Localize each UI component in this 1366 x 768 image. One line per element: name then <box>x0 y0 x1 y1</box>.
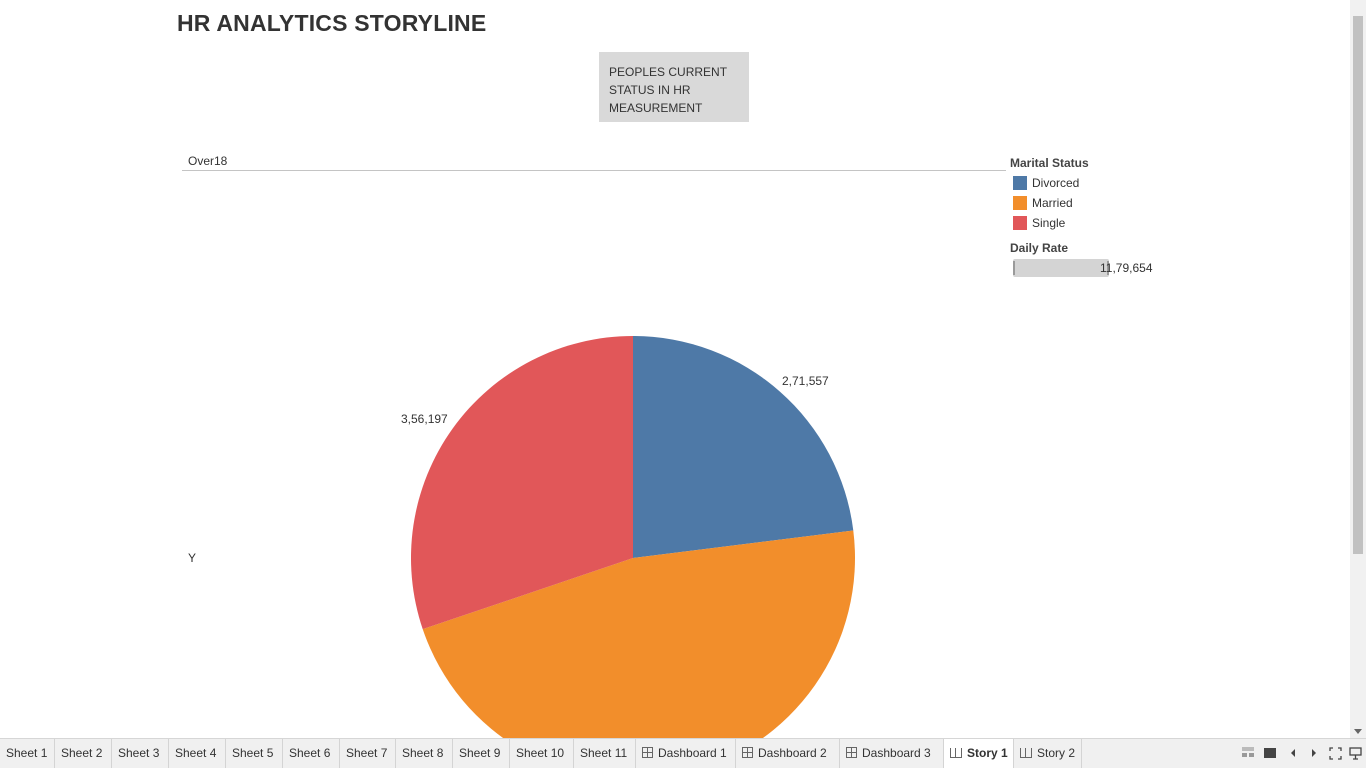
sheet-tab-bar: Sheet 1 Sheet 2 Sheet 3 Sheet 4 Sheet 5 Sheet… <box>0 738 1366 768</box>
dashboard-icon <box>742 747 753 758</box>
tab-sheet-7[interactable]: Sheet 7 <box>340 739 396 768</box>
tab-sheet-9[interactable]: Sheet 9 <box>453 739 510 768</box>
tab-label: Dashboard 2 <box>758 746 827 760</box>
tab-dashboard-2[interactable]: Dashboard 2 <box>736 739 840 768</box>
legend-label: Single <box>1032 216 1066 230</box>
legend-title: Marital Status <box>1010 156 1089 170</box>
story-title: HR ANALYTICS STORYLINE <box>177 10 487 36</box>
tab-sheet-11[interactable]: Sheet 11 <box>574 739 636 768</box>
story-nav-controls <box>1236 739 1366 768</box>
tab-dashboard-1[interactable]: Dashboard 1 <box>636 739 736 768</box>
tab-sheet-4[interactable]: Sheet 4 <box>169 739 226 768</box>
story-icon <box>1020 748 1032 758</box>
fullscreen-icon[interactable] <box>1329 747 1342 760</box>
legend-item-married[interactable]: Married <box>1013 193 1170 213</box>
size-legend-value: 11,79,654 <box>1100 261 1153 275</box>
tab-label: Sheet 1 <box>6 746 48 760</box>
size-legend-bar <box>1013 259 1109 277</box>
pie-chart <box>410 336 855 738</box>
pie-slice-divorced[interactable] <box>633 336 854 558</box>
tab-story-1[interactable]: Story 1 <box>944 739 1014 768</box>
tab-sheet-10[interactable]: Sheet 10 <box>510 739 574 768</box>
pie-chart-area: 2,71,557 3,56,197 <box>401 336 855 738</box>
scroll-down-icon[interactable] <box>1354 729 1362 734</box>
tab-sheet-8[interactable]: Sheet 8 <box>396 739 453 768</box>
tab-label: Sheet 5 <box>232 746 274 760</box>
next-icon[interactable] <box>1309 747 1319 759</box>
pie-label-single: 3,56,197 <box>401 412 448 426</box>
size-bar-min-tick <box>1013 261 1015 275</box>
caption-line: PEOPLES CURRENT <box>609 65 728 79</box>
tab-story-2[interactable]: Story 2 <box>1014 739 1082 768</box>
tab-sheet-2[interactable]: Sheet 2 <box>55 739 112 768</box>
presentation-icon[interactable] <box>1349 747 1362 760</box>
scrollbar-thumb[interactable] <box>1353 16 1363 554</box>
tab-label: Sheet 10 <box>516 746 565 760</box>
row-field-header: Over18 <box>188 154 228 168</box>
tab-label: Story 2 <box>1037 746 1076 760</box>
header-divider <box>182 170 1006 171</box>
vertical-scrollbar[interactable] <box>1350 0 1366 738</box>
tab-label: Sheet 2 <box>61 746 103 760</box>
tab-label: Dashboard 1 <box>658 746 727 760</box>
dashboard-icon <box>642 747 653 758</box>
dashboard-icon <box>846 747 857 758</box>
pie-label-divorced: 2,71,557 <box>782 374 829 388</box>
tab-sheet-5[interactable]: Sheet 5 <box>226 739 283 768</box>
story-icon <box>950 748 962 758</box>
tab-label: Sheet 7 <box>346 746 388 760</box>
single-view-icon[interactable] <box>1264 747 1276 759</box>
size-legend: Daily Rate 11,79,654 <box>1010 241 1170 277</box>
caption-line: STATUS IN HR <box>609 83 691 97</box>
color-legend: Marital Status Divorced Married Single <box>1010 155 1170 233</box>
legend-swatch <box>1013 176 1027 190</box>
size-legend-title: Daily Rate <box>1010 241 1069 255</box>
tab-label: Sheet 3 <box>118 746 160 760</box>
previous-icon[interactable] <box>1288 747 1298 759</box>
filmstrip-icon[interactable] <box>1242 747 1254 759</box>
tab-label: Sheet 11 <box>580 746 628 760</box>
caption-line: MEASUREMENT <box>609 101 703 115</box>
tab-label: Sheet 9 <box>459 746 501 760</box>
tab-label: Sheet 4 <box>175 746 217 760</box>
legend-item-single[interactable]: Single <box>1013 213 1170 233</box>
tab-label: Story 1 <box>967 746 1008 760</box>
tab-sheet-1[interactable]: Sheet 1 <box>0 739 55 768</box>
legend-label: Married <box>1032 196 1073 210</box>
pie-slice-single[interactable] <box>410 336 633 630</box>
tab-sheet-3[interactable]: Sheet 3 <box>112 739 169 768</box>
story-point-caption[interactable]: PEOPLES CURRENT STATUS IN HR MEASUREMENT <box>599 52 749 122</box>
legend-swatch <box>1013 196 1027 210</box>
legend-item-divorced[interactable]: Divorced <box>1013 173 1170 193</box>
size-bar-max-tick <box>1107 261 1109 275</box>
row-field-value: Y <box>188 551 197 565</box>
tab-sheet-6[interactable]: Sheet 6 <box>283 739 340 768</box>
pie-slice-married[interactable] <box>422 530 855 738</box>
legend-label: Divorced <box>1032 176 1080 190</box>
tab-label: Sheet 8 <box>402 746 444 760</box>
tab-label: Dashboard 3 <box>862 746 931 760</box>
tab-label: Sheet 6 <box>289 746 331 760</box>
legend-swatch <box>1013 216 1027 230</box>
tab-dashboard-3[interactable]: Dashboard 3 <box>840 739 944 768</box>
